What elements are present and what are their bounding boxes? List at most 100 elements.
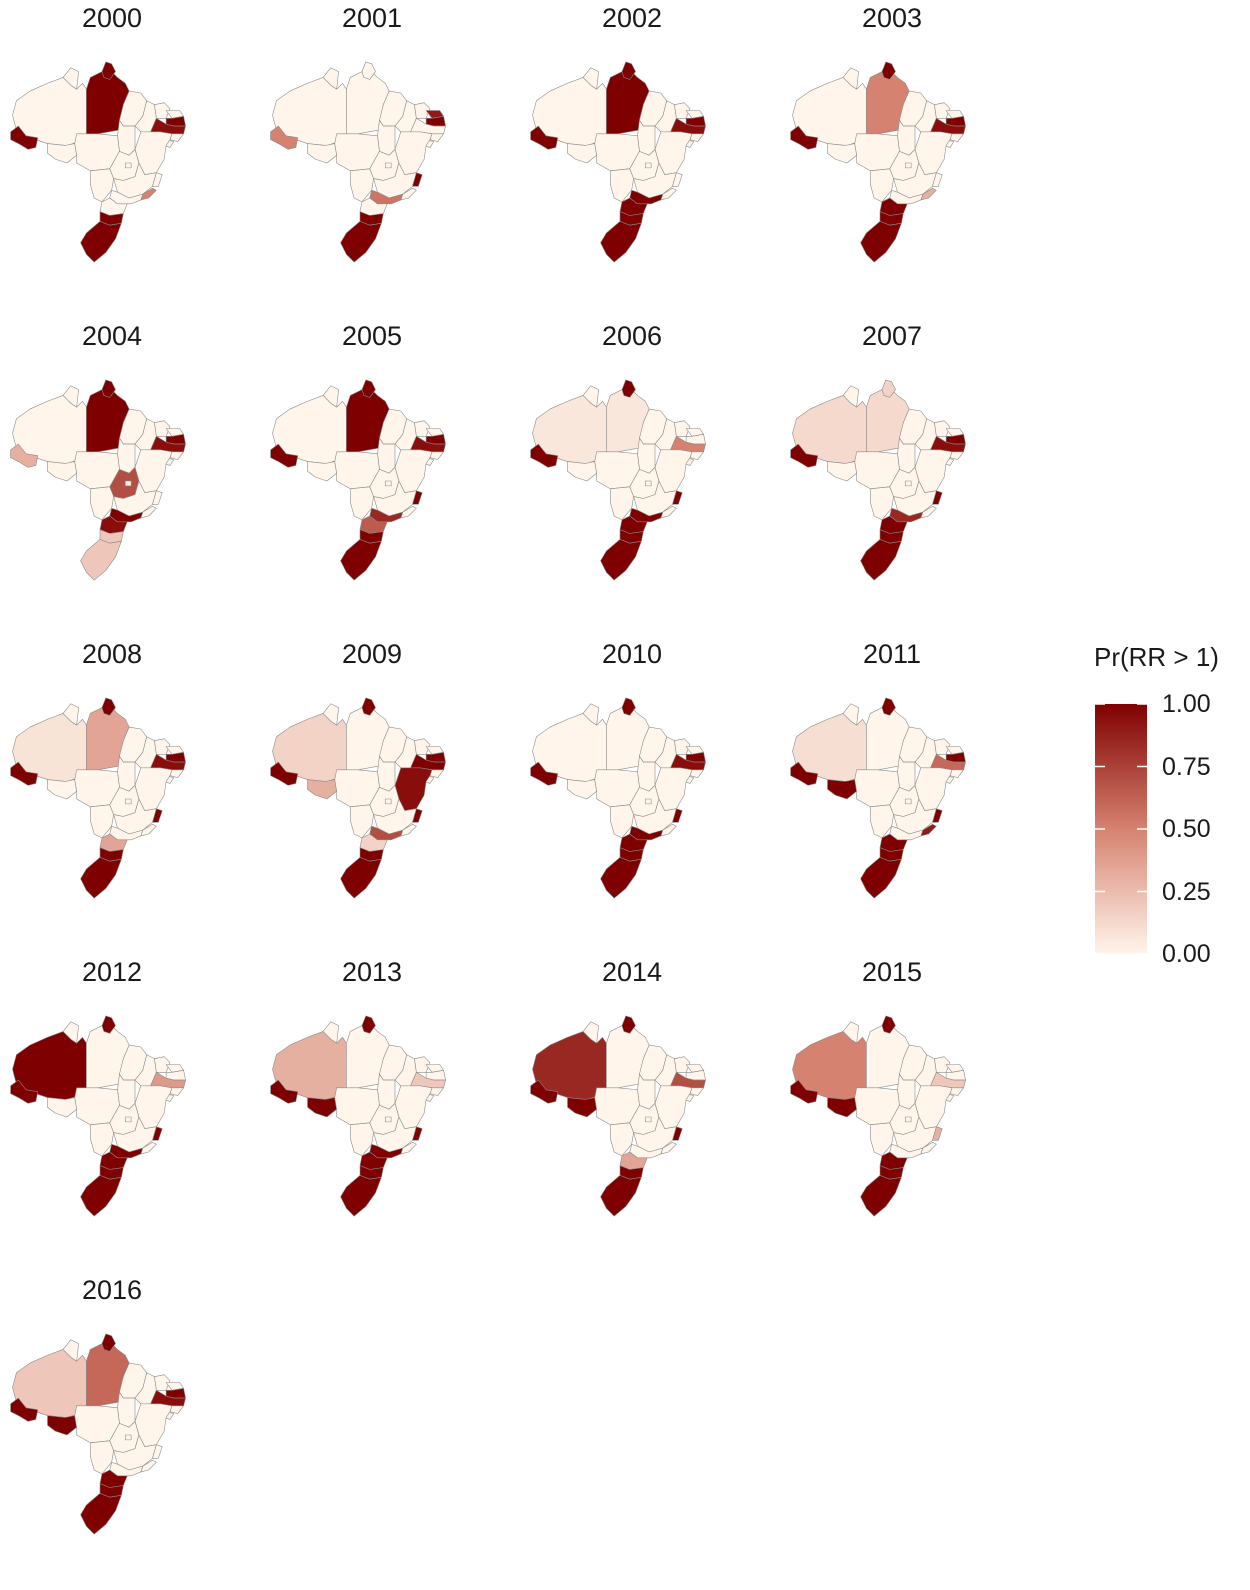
brazil-map [530, 1015, 706, 1217]
brazil-map [530, 697, 706, 899]
state-amapa [881, 697, 896, 716]
map-panel: 2007 [780, 318, 1040, 636]
state-amapa [881, 1015, 896, 1034]
state-rio-grande-do-sul [600, 539, 642, 581]
state-acre [10, 1079, 39, 1104]
state-acre [530, 125, 559, 150]
state-acre [790, 125, 819, 150]
state-alagoas [429, 133, 444, 142]
state-rondonia [567, 779, 597, 800]
panel-title: 2006 [601, 321, 663, 351]
brazil-map [270, 1015, 446, 1217]
panel-title: 2009 [341, 639, 403, 669]
brazil-map [790, 61, 966, 263]
panel-title: 2003 [861, 3, 923, 33]
brazil-map [10, 697, 186, 899]
legend-tick-label: 1.00 [1162, 690, 1211, 718]
state-espirito-santo [152, 490, 163, 505]
state-rondonia [47, 461, 77, 482]
state-roraima [322, 703, 339, 726]
state-mato-grosso-do-sul [89, 168, 114, 203]
state-acre [10, 761, 39, 786]
panel-title: 2014 [601, 957, 663, 987]
state-espirito-santo [412, 808, 423, 823]
panel-title: 2016 [81, 1275, 143, 1305]
brazil-map [790, 379, 966, 581]
state-alagoas [169, 451, 184, 460]
state-distrito-federal [384, 480, 392, 487]
state-amapa [101, 61, 116, 80]
state-amapa [361, 379, 376, 398]
state-roraima [322, 67, 339, 90]
state-rondonia [307, 143, 337, 164]
state-mato-grosso-do-sul [609, 804, 634, 839]
state-roraima [322, 1021, 339, 1044]
state-roraima [62, 385, 79, 408]
panel-title: 2007 [861, 321, 923, 351]
brazil-map [10, 1333, 186, 1535]
state-roraima [582, 67, 599, 90]
brazil-map [10, 1015, 186, 1217]
map-panel: 2016 [0, 1272, 260, 1590]
state-distrito-federal [124, 1434, 132, 1441]
state-alagoas [689, 769, 704, 778]
state-alagoas [689, 133, 704, 142]
state-amapa [621, 61, 636, 80]
state-mato-grosso-do-sul [869, 168, 894, 203]
state-distrito-federal [124, 480, 132, 487]
state-amapa [101, 1015, 116, 1034]
state-espirito-santo [672, 172, 683, 187]
state-acre [790, 1079, 819, 1104]
panel-title: 2013 [341, 957, 403, 987]
legend-tick-label: 0.75 [1162, 752, 1211, 781]
legend-tick-label: 0.25 [1162, 877, 1211, 906]
state-rondonia [827, 461, 857, 482]
state-distrito-federal [644, 798, 652, 805]
state-espirito-santo [152, 1444, 163, 1459]
state-espirito-santo [672, 1126, 683, 1141]
state-alagoas [429, 1087, 444, 1096]
state-alagoas [169, 769, 184, 778]
state-roraima [62, 1021, 79, 1044]
state-rondonia [47, 1097, 77, 1118]
state-distrito-federal [644, 1116, 652, 1123]
map-panel: 2000 [0, 0, 260, 318]
state-amapa [621, 1015, 636, 1034]
map-panel: 2002 [520, 0, 780, 318]
state-rondonia [827, 1097, 857, 1118]
state-espirito-santo [412, 1126, 423, 1141]
state-rondonia [307, 461, 337, 482]
state-rondonia [567, 461, 597, 482]
state-mato-grosso-do-sul [349, 486, 374, 521]
state-acre [530, 1079, 559, 1104]
state-distrito-federal [384, 162, 392, 169]
state-rondonia [47, 143, 77, 164]
state-rondonia [307, 1097, 337, 1118]
state-distrito-federal [644, 162, 652, 169]
panel-title: 2002 [601, 3, 663, 33]
state-espirito-santo [672, 490, 683, 505]
state-amapa [101, 1333, 116, 1352]
state-amapa [101, 697, 116, 716]
state-amapa [361, 697, 376, 716]
legend-tick-label: 0.50 [1162, 815, 1211, 843]
state-rio-grande-do-sul [80, 539, 122, 581]
state-espirito-santo [152, 1126, 163, 1141]
state-distrito-federal [124, 1116, 132, 1123]
map-panel: 2013 [260, 954, 520, 1272]
state-alagoas [169, 133, 184, 142]
state-roraima [842, 385, 859, 408]
map-panel: 2014 [520, 954, 780, 1272]
state-distrito-federal [904, 480, 912, 487]
state-distrito-federal [904, 162, 912, 169]
state-roraima [62, 703, 79, 726]
brazil-map [270, 61, 446, 263]
state-mato-grosso-do-sul [609, 168, 634, 203]
state-acre [790, 761, 819, 786]
panel-title: 2000 [81, 3, 143, 33]
state-alagoas [949, 133, 964, 142]
legend-title: Pr(RR > 1) [1094, 642, 1219, 672]
map-panel: 2005 [260, 318, 520, 636]
legend-tick-label: 0.00 [1162, 940, 1211, 968]
panel-title: 2008 [81, 639, 143, 669]
